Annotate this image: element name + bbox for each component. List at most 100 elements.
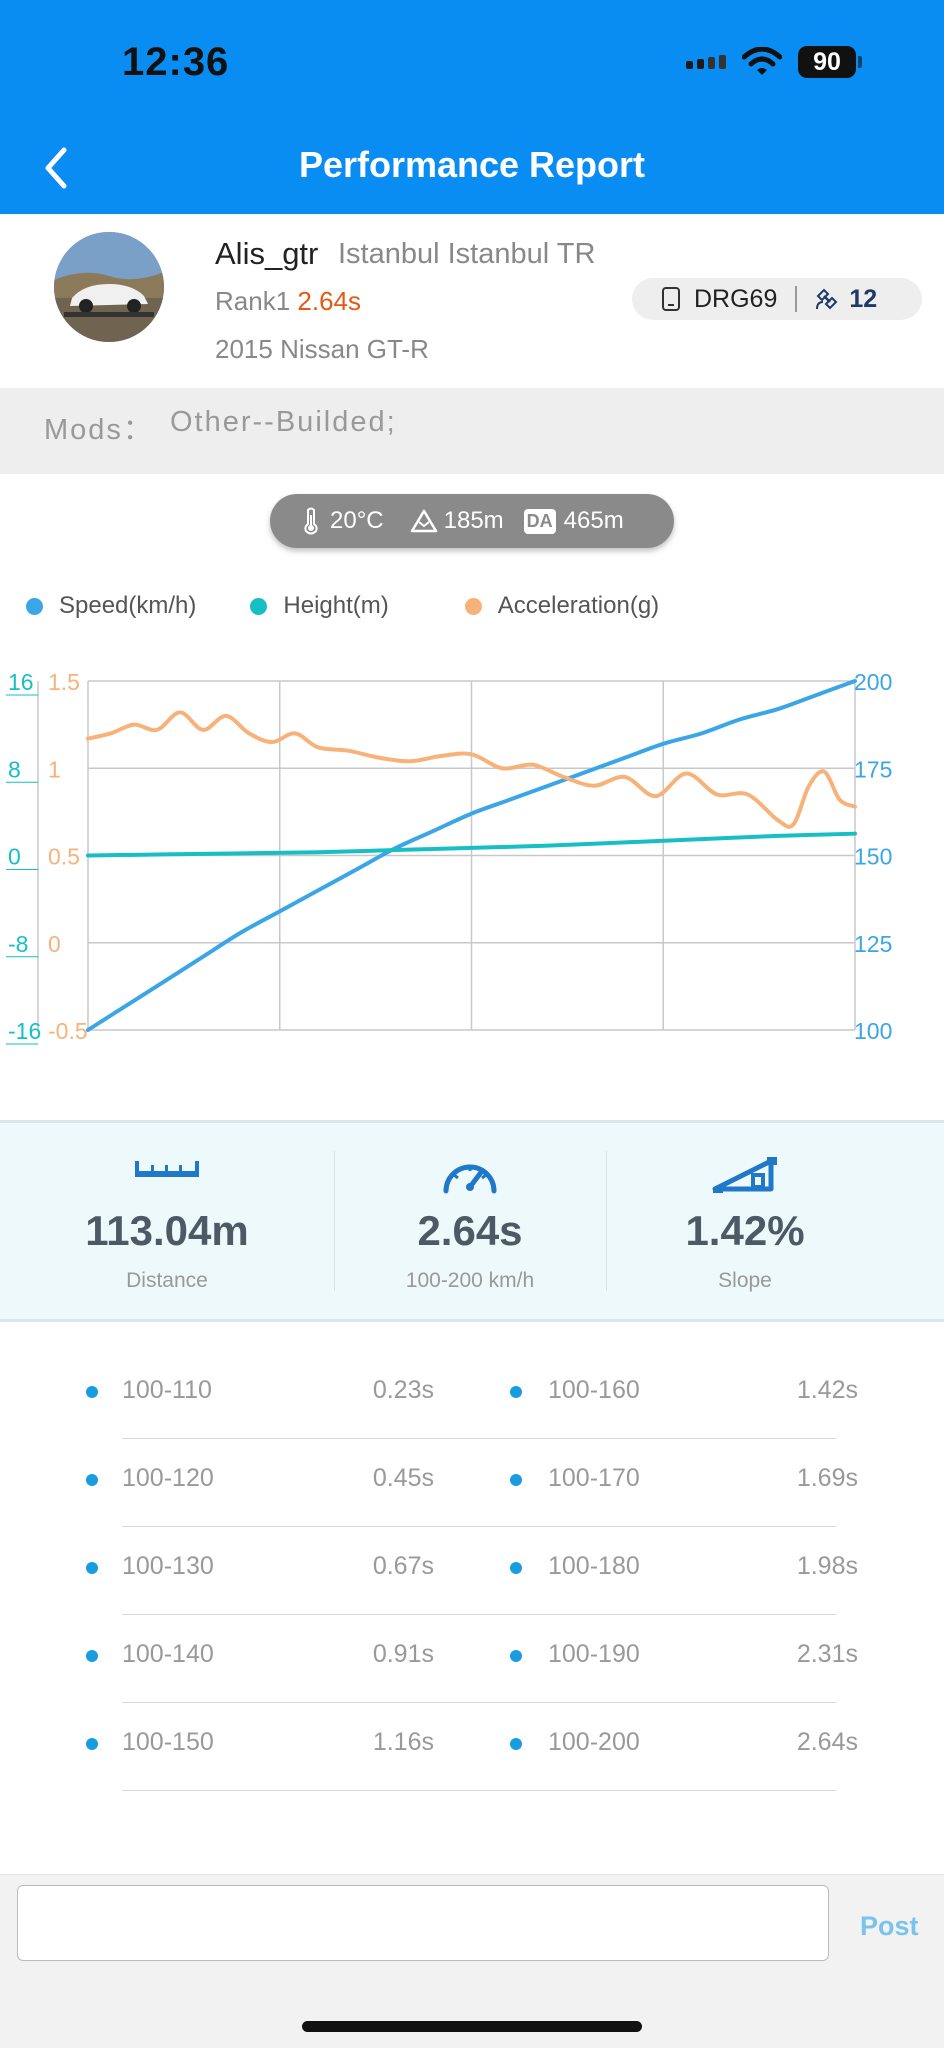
series-line-height — [86, 831, 857, 858]
slope-value: 1.42% — [685, 1207, 805, 1254]
satellite-icon — [816, 288, 838, 310]
status-icons: 90 — [686, 46, 862, 78]
stat-time: 2.64s 100-200 km/h — [334, 1123, 606, 1319]
comment-bar: Post — [0, 1874, 944, 2048]
mods-label: Mods： — [44, 414, 154, 446]
density-altitude: 465m — [563, 507, 624, 534]
speed-tick-label: 200 — [854, 669, 892, 695]
split-range: 100-140 — [122, 1640, 214, 1668]
mods-value: Other--Builded; — [170, 406, 397, 438]
satellite-count: 12 — [849, 284, 878, 313]
wifi-icon — [742, 47, 782, 75]
split-row: 100-110 0.23s 100-160 1.42s — [0, 1350, 944, 1439]
split-time: 1.98s — [796, 1552, 858, 1580]
battery-level: 90 — [798, 46, 856, 78]
split-range: 100-200 — [548, 1728, 640, 1756]
acceleration-tick-label: 0 — [48, 931, 61, 957]
legend-label: Speed(km/h) — [59, 592, 197, 619]
cellular-signal-icon — [686, 55, 726, 69]
username: Alis_gtr — [215, 236, 319, 271]
acceleration-tick-label: -0.5 — [48, 1018, 88, 1044]
height-tick-label: 0 — [8, 844, 21, 870]
legend-acceleration[interactable]: Acceleration(g) — [464, 592, 660, 620]
car-model: 2015 Nissan GT-R — [215, 334, 429, 364]
height-tick-label: -16 — [8, 1018, 41, 1044]
legend-speed[interactable]: Speed(km/h) — [26, 592, 196, 620]
home-indicator — [302, 2021, 642, 2032]
split-range: 100-150 — [122, 1728, 214, 1756]
split-time: 0.45s — [372, 1464, 434, 1492]
ruler-icon — [135, 1161, 199, 1177]
device-badge: DRG69 12 — [632, 278, 922, 320]
chart-legend: Speed(km/h) Height(m) Acceleration(g) — [26, 592, 659, 620]
back-button[interactable] — [36, 140, 76, 196]
distance-value: 113.04m — [85, 1207, 249, 1254]
split-row: 100-140 0.91s 100-190 2.31s — [0, 1614, 944, 1703]
speed-tick-label: 100 — [854, 1018, 892, 1044]
split-time: 2.31s — [796, 1640, 858, 1668]
speedometer-icon — [443, 1164, 497, 1194]
legend-dot — [464, 597, 482, 615]
split-row: 100-120 0.45s 100-170 1.69s — [0, 1438, 944, 1527]
stat-slope: 1.42% Slope — [606, 1123, 884, 1319]
slope-label: Slope — [718, 1269, 772, 1292]
rank-label: Rank1 — [215, 286, 291, 316]
legend-label: Acceleration(g) — [497, 592, 660, 619]
speed-tick-label: 150 — [854, 844, 892, 870]
legend-dot — [250, 597, 268, 615]
legend-label: Height(m) — [283, 592, 389, 619]
split-time: 0.91s — [372, 1640, 434, 1668]
device-icon — [662, 287, 680, 311]
legend-dot — [26, 597, 43, 615]
split-range: 100-170 — [548, 1464, 640, 1492]
stat-distance: 113.04m Distance — [0, 1123, 334, 1319]
temperature: 20°C — [330, 507, 384, 534]
post-button[interactable]: Post — [860, 1911, 919, 1941]
split-range: 100-190 — [548, 1640, 640, 1668]
acceleration-tick-label: 1.5 — [48, 669, 80, 695]
acceleration-tick-label: 1 — [48, 756, 61, 782]
user-location: Istanbul Istanbul TR — [338, 238, 596, 270]
legend-height[interactable]: Height(m) — [250, 592, 389, 620]
performance-chart[interactable]: 16 1.5 200 8 1 175 0 0.5 150 -8 0 125 -16 -0.5 100 — [0, 640, 944, 1060]
altitude: 185m — [443, 507, 504, 534]
split-time: 1.42s — [796, 1376, 858, 1404]
stats-panel: 113.04m Distance 2.64s 100-200 km/h 1.42… — [0, 1120, 944, 1322]
device-name: DRG69 — [694, 284, 778, 313]
height-tick-label: 8 — [8, 756, 21, 782]
split-range: 100-160 — [548, 1376, 640, 1404]
height-tick-label: -8 — [8, 931, 28, 957]
split-row: 100-150 1.16s 100-200 2.64s — [0, 1702, 944, 1791]
density-altitude-icon: DA — [523, 508, 556, 534]
split-time: 0.23s — [372, 1376, 434, 1404]
thermometer-icon — [304, 507, 318, 535]
altitude-icon — [410, 509, 437, 533]
split-range: 100-120 — [122, 1464, 214, 1492]
page-title: Performance Report — [298, 144, 646, 185]
time-label: 100-200 km/h — [405, 1269, 535, 1292]
series-line-speed — [86, 679, 857, 1032]
profile-card: Alis_gtr Istanbul Istanbul TR Rank1 2.64… — [0, 214, 944, 388]
app-header: 12:36 90 Performance Report — [0, 0, 944, 214]
mods-section: Mods： Other--Builded; — [0, 388, 944, 474]
status-time: 12:36 — [122, 40, 230, 84]
height-tick-label: 16 — [8, 669, 34, 695]
split-range: 100-110 — [122, 1376, 212, 1404]
split-time: 1.69s — [796, 1464, 858, 1492]
speed-tick-label: 175 — [854, 756, 892, 782]
rank-time: 2.64s — [297, 286, 361, 316]
speed-tick-label: 125 — [854, 931, 892, 957]
split-range: 100-180 — [548, 1552, 640, 1580]
slope-icon — [712, 1157, 777, 1193]
avatar[interactable] — [54, 232, 164, 342]
split-row: 100-130 0.67s 100-180 1.98s — [0, 1526, 944, 1615]
series-line-acceleration — [86, 710, 857, 829]
acceleration-tick-label: 0.5 — [48, 844, 80, 870]
time-value: 2.64s — [417, 1207, 523, 1254]
conditions-pill: 20°C 185m DA 465m — [270, 494, 674, 548]
comment-input[interactable] — [17, 1885, 829, 1961]
split-time: 2.64s — [796, 1728, 858, 1756]
rank-info: Rank1 2.64s — [215, 286, 361, 317]
split-time: 1.16s — [372, 1728, 434, 1756]
split-range: 100-130 — [122, 1552, 214, 1580]
